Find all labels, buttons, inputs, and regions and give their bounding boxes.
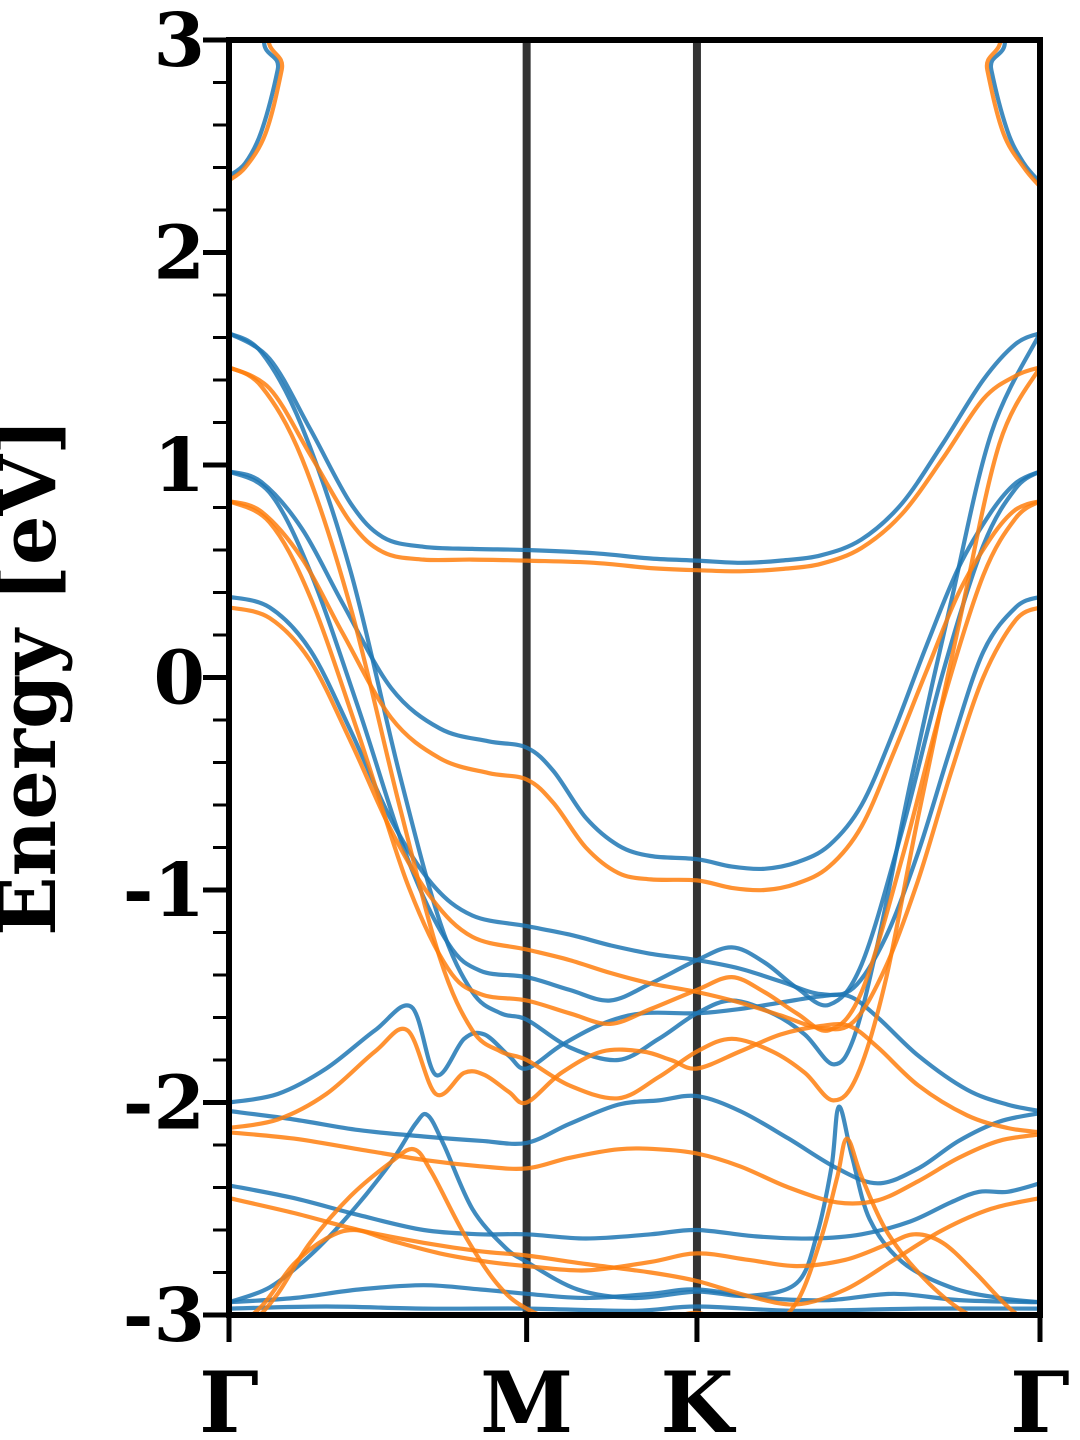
y-tick-label--3: -3 [123,1273,205,1359]
band-b-02 [229,365,1040,574]
band-a-11 [229,1283,1040,1305]
x-tick-label-1: M [480,1353,573,1440]
band-a-08 [229,1093,1040,1186]
axis-ticks [203,37,1043,1342]
band-b-06 [229,605,1040,1032]
band-a-03 [229,331,1040,1067]
band-b-05 [229,499,1040,893]
band-a-12 [229,1304,1040,1313]
band-a-02 [229,331,1040,565]
band-b-10 [257,1136,974,1315]
y-tick-label-3: 3 [154,0,206,84]
band-a-09 [229,1181,1040,1241]
band-a-05 [229,469,1040,872]
axes-frame [226,37,1043,1318]
band-b-01 [229,40,1040,189]
band-b-04 [229,499,1040,1033]
high-symmetry-vlines [522,40,701,1315]
y-tick-label--2: -2 [123,1061,205,1147]
y-tick-labels: 3 2 1 0 -1 -2 -3 [123,0,205,1359]
energy-bands [229,40,1040,1315]
band-b-07 [229,1021,1040,1135]
y-axis-title: Energy [eV] [0,418,74,936]
y-tick-label-2: 2 [154,211,206,297]
band-a-04 [229,469,1040,1008]
y-tick-label-0: 0 [154,636,206,722]
y-tick-label--1: -1 [123,848,205,934]
x-tick-label-0: Γ [199,1353,259,1440]
band-a-01 [229,40,1040,185]
band-b-11 [248,1227,1022,1315]
x-tick-label-3: Γ [1010,1353,1070,1440]
x-tick-label-2: K [660,1353,736,1440]
y-tick-label-1: 1 [154,423,206,509]
